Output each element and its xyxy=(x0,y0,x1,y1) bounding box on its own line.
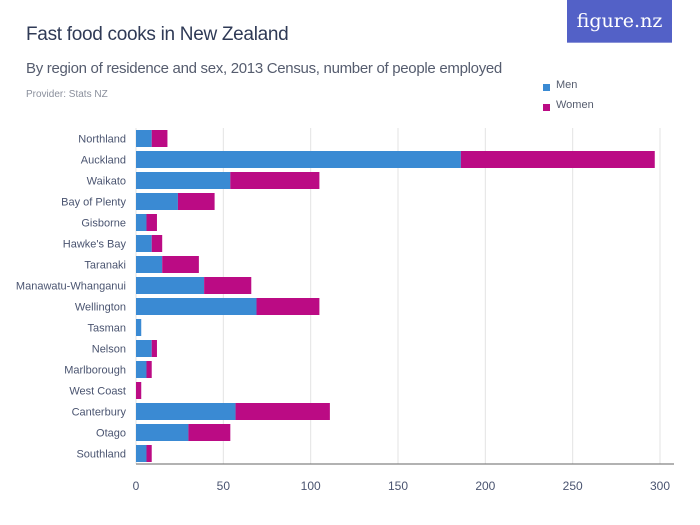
bar-women xyxy=(177,193,215,210)
bar-men xyxy=(136,256,163,273)
bar-men xyxy=(136,319,142,336)
bar-men xyxy=(136,403,236,420)
category-label: Auckland xyxy=(81,155,126,167)
legend-item-women: Women xyxy=(543,95,594,115)
category-label: Southland xyxy=(76,449,126,461)
category-label: Wellington xyxy=(75,302,126,314)
bar-women xyxy=(162,256,199,273)
x-tick-label: 300 xyxy=(650,479,670,493)
bar-women xyxy=(151,130,168,147)
bar-women xyxy=(460,151,655,168)
category-label: Otago xyxy=(96,428,126,440)
legend-label-women: Women xyxy=(556,99,594,111)
bar-men xyxy=(136,214,147,231)
bar-men xyxy=(136,445,147,462)
x-tick-label: 50 xyxy=(217,479,231,493)
page-title: Fast food cooks in New Zealand xyxy=(26,24,289,45)
bar-women xyxy=(146,445,152,462)
category-label: West Coast xyxy=(69,386,126,398)
legend-swatch-men xyxy=(543,83,550,91)
category-label: Manawatu-Whanganui xyxy=(16,281,126,293)
bar-women xyxy=(230,172,320,189)
bar-women xyxy=(151,235,163,252)
x-tick-label: 0 xyxy=(133,479,140,493)
category-label: Taranaki xyxy=(84,260,126,272)
bar-men xyxy=(136,235,152,252)
x-tick-label: 250 xyxy=(563,479,583,493)
legend: Men Women xyxy=(543,75,594,115)
bar-women xyxy=(146,214,157,231)
bar-women xyxy=(235,403,330,420)
x-tick-label: 100 xyxy=(301,479,321,493)
bar-men xyxy=(136,298,257,315)
bar-women xyxy=(188,424,231,441)
bar-women xyxy=(146,361,152,378)
category-label: Gisborne xyxy=(81,218,126,230)
bar-women xyxy=(256,298,320,315)
provider-label: Provider: Stats NZ xyxy=(26,89,108,100)
x-tick-label: 150 xyxy=(388,479,408,493)
category-label: Tasman xyxy=(87,323,126,335)
bar-men xyxy=(136,424,189,441)
category-label: Marlborough xyxy=(64,365,126,377)
bar-men xyxy=(136,172,231,189)
category-label: Northland xyxy=(78,134,126,146)
legend-swatch-women xyxy=(543,103,550,111)
page-subtitle: By region of residence and sex, 2013 Cen… xyxy=(26,60,502,77)
bar-men xyxy=(136,130,152,147)
legend-item-men: Men xyxy=(543,75,594,95)
bar-women xyxy=(151,340,157,357)
bar-men xyxy=(136,193,178,210)
bar-women xyxy=(204,277,252,294)
bar-men xyxy=(136,340,152,357)
bar-men xyxy=(136,361,147,378)
bar-men xyxy=(136,277,205,294)
legend-label-men: Men xyxy=(556,79,578,91)
category-label: Hawke's Bay xyxy=(63,239,127,251)
x-tick-label: 200 xyxy=(475,479,495,493)
category-label: Nelson xyxy=(92,344,126,356)
bar-women xyxy=(136,382,142,399)
bar-men xyxy=(136,151,461,168)
figure-nz-logo[interactable]: figure.nz xyxy=(567,0,672,43)
category-label: Canterbury xyxy=(72,407,127,419)
category-label: Bay of Plenty xyxy=(61,197,126,209)
category-label: Waikato xyxy=(87,176,126,188)
